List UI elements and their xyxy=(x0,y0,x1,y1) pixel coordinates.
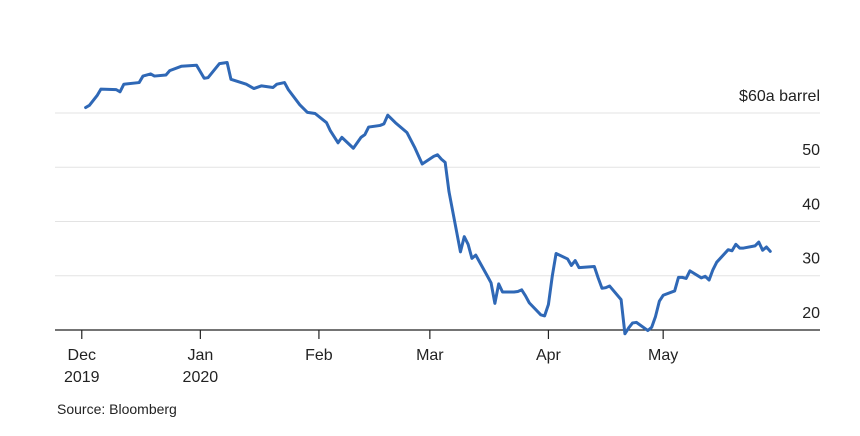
source-note: Source: Bloomberg xyxy=(57,401,177,417)
y-tick-label: 40 xyxy=(802,196,820,213)
y-tick-label: 20 xyxy=(802,305,820,322)
x-tick-label: May xyxy=(648,347,678,364)
x-tick-label: Feb xyxy=(305,347,333,364)
x-tick-label: Apr xyxy=(536,347,562,364)
y-tick-label: 50 xyxy=(802,142,820,159)
x-tick-label: Dec 2019 xyxy=(64,347,100,386)
line-series xyxy=(84,61,772,336)
y-tick-label: $60a barrel xyxy=(739,88,820,105)
x-tick-label: Mar xyxy=(416,347,444,364)
x-tick-label: Jan 2020 xyxy=(183,347,219,386)
y-tick-label: 30 xyxy=(802,251,820,268)
